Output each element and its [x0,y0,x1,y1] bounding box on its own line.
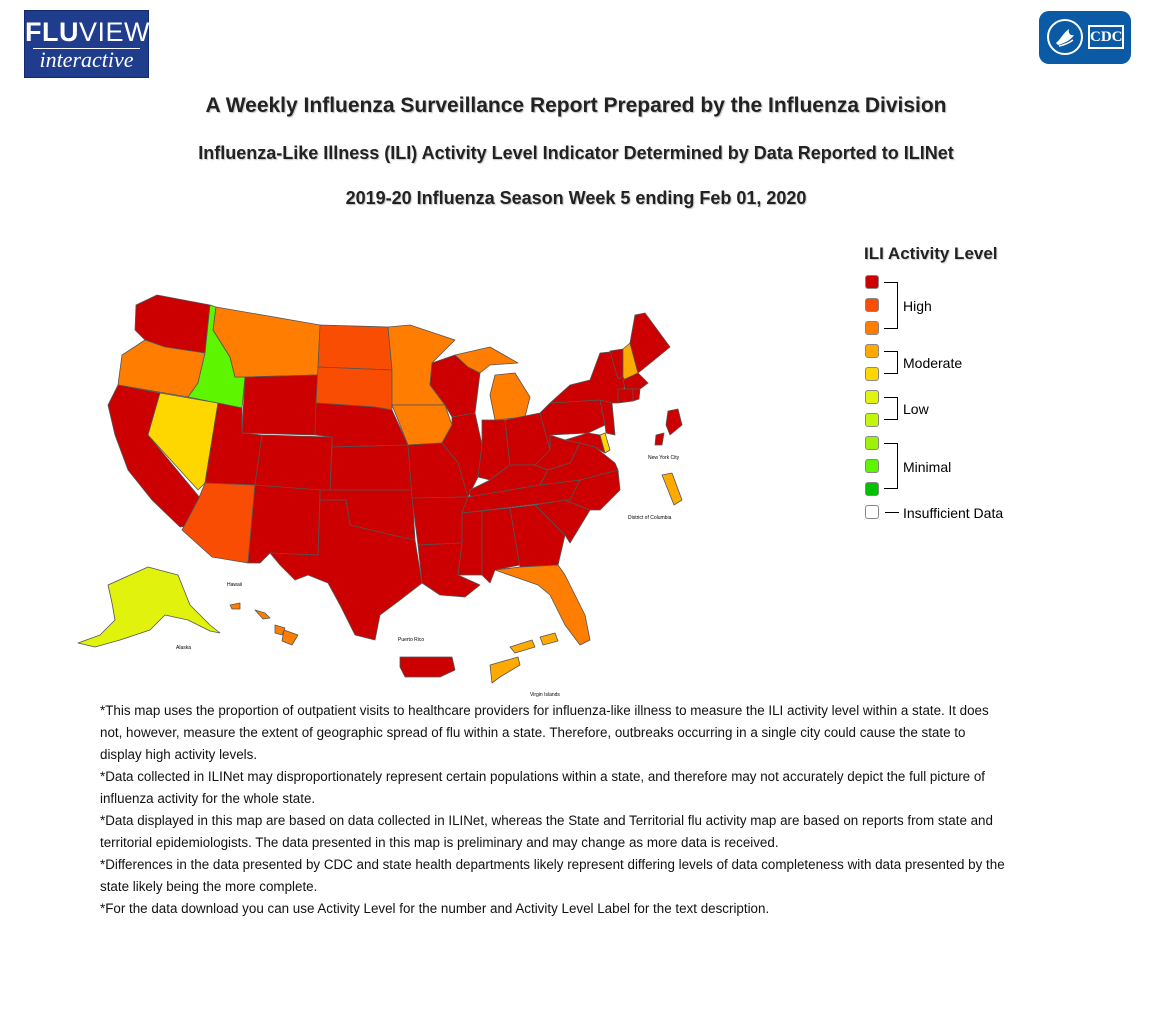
legend-swatch-level-9 [865,298,879,312]
state-CT[interactable] [617,388,634,404]
state-AK[interactable] [77,566,221,648]
legend-bracket-moderate [884,351,898,374]
state-AR[interactable] [411,496,469,546]
state-ME[interactable] [629,312,671,374]
state-WY[interactable] [241,374,319,436]
label-virgin-islands: Virgin Islands [530,692,560,698]
footnote: *Data displayed in this map are based on… [100,813,993,850]
legend-label-low: Low [903,401,929,417]
legend-swatch-insufficient [865,505,879,519]
legend-swatch-level-2 [865,459,879,473]
legend-swatch-level-8 [865,321,879,335]
cdc-logo[interactable]: CDC [1039,11,1131,64]
legend-dash-insufficient [885,512,899,513]
territory-VI[interactable] [489,632,559,684]
legend-label-high: High [903,298,932,314]
cdc-logo-text: CDC [1088,25,1124,49]
state-DE[interactable] [599,432,611,454]
legend-title: ILI Activity Level [864,244,998,263]
footnotes: *This map uses the proportion of outpati… [100,700,1010,920]
fluview-logo-subtitle: interactive [33,48,140,71]
fluview-logo-text: FLUVIEW [25,17,150,47]
territory-PR[interactable] [399,656,456,678]
state-MS[interactable] [457,510,483,576]
report-title: A Weekly Influenza Surveillance Report P… [205,94,947,117]
hhs-eagle-icon [1047,19,1083,55]
label-alaska: Alaska [176,645,191,651]
state-TX[interactable] [269,499,423,641]
legend-swatch-level-10 [865,275,879,289]
legend-swatch-level-3 [865,436,879,450]
legend-bracket-low [884,397,898,420]
legend-bracket-minimal [884,443,898,489]
state-CO[interactable] [254,434,333,493]
state-KS[interactable] [329,444,413,493]
state-GA[interactable] [509,504,566,568]
report-subtitle: Influenza-Like Illness (ILI) Activity Le… [198,143,954,163]
state-FL[interactable] [494,564,591,646]
fluview-logo[interactable]: FLUVIEW interactive [24,10,149,78]
state-ND[interactable] [317,324,393,371]
legend-swatch-level-1 [865,482,879,496]
footnote: *For the data download you can use Activ… [100,901,770,916]
state-HI[interactable] [229,602,299,646]
legend-label-moderate: Moderate [903,355,963,371]
state-SC[interactable] [534,499,591,544]
state-RI[interactable] [632,388,641,402]
label-new-york-city: New York City [648,455,680,461]
label-dc: District of Columbia [628,515,672,521]
footnote: *Data collected in ILINet may disproport… [100,769,986,806]
ili-legend: ILI Activity Level High Moderate Low Min… [860,244,1040,534]
state-NYC[interactable] [654,408,683,446]
state-NM[interactable] [247,484,321,564]
footnote: *Differences in the data presented by CD… [100,857,1005,894]
legend-label-minimal: Minimal [903,459,952,475]
state-DC[interactable] [661,472,683,506]
label-hawaii: Hawaii [227,582,242,588]
legend-bracket-high [884,282,898,329]
legend-swatch-level-6 [865,367,879,381]
legend-swatch-level-5 [865,390,879,404]
footnote: *This map uses the proportion of outpati… [100,703,989,762]
ili-activity-map: New York City District of Columbia Hawai… [70,285,700,705]
season-week-title: 2019-20 Influenza Season Week 5 ending F… [345,188,807,208]
state-MA[interactable] [622,372,649,390]
legend-swatch-level-7 [865,344,879,358]
label-puerto-rico: Puerto Rico [398,637,424,643]
legend-swatch-level-4 [865,413,879,427]
legend-label-insufficient: Insufficient Data [903,505,1004,521]
map-labels: New York City District of Columbia Hawai… [176,455,680,698]
